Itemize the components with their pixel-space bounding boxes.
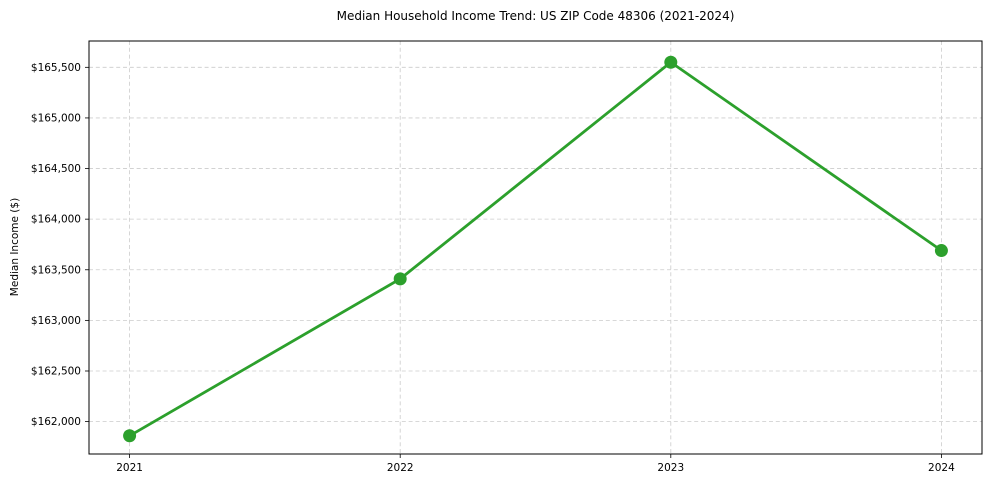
plot-area-background	[89, 41, 982, 454]
y-tick-label: $163,500	[31, 264, 81, 276]
y-tick-label: $162,000	[31, 416, 81, 428]
y-tick-label: $163,000	[31, 315, 81, 327]
trend-line	[128, 60, 943, 438]
x-tick-label: 2022	[387, 462, 414, 474]
data-point-marker	[934, 244, 948, 258]
x-tick-label: 2021	[116, 462, 143, 474]
data-point-marker	[123, 429, 137, 443]
data-point-marker	[393, 272, 407, 286]
y-tick-label: $164,000	[31, 214, 81, 226]
y-tick-label: $165,000	[31, 112, 81, 124]
axes-frame	[88, 40, 983, 455]
y-axis-label: Median Income ($)	[9, 197, 21, 297]
data-point-marker	[664, 55, 678, 69]
y-tick-label: $165,500	[31, 62, 81, 74]
y-tick-label: $164,500	[31, 163, 81, 175]
x-tick-label: 2023	[657, 462, 684, 474]
chart-title: Median Household Income Trend: US ZIP Co…	[336, 9, 735, 23]
y-tick-label: $162,500	[31, 365, 81, 377]
x-tick-label: 2024	[928, 462, 955, 474]
